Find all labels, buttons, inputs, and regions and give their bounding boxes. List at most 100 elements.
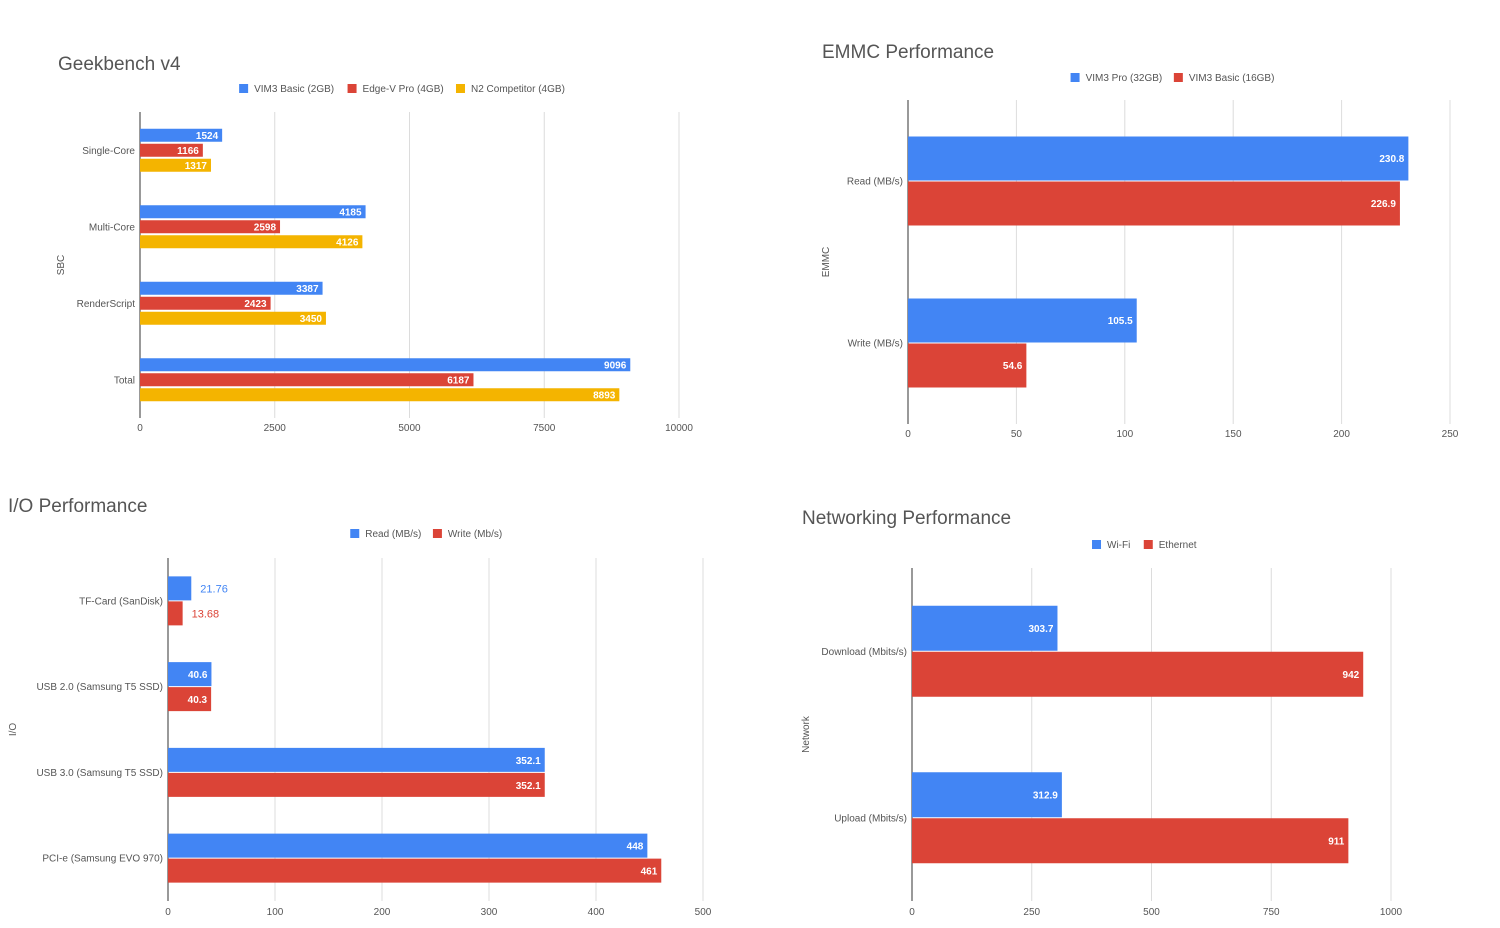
x-tick-label: 750 xyxy=(1263,907,1280,918)
data-label: 40.6 xyxy=(188,670,208,681)
category-label: USB 3.0 (Samsung T5 SSD) xyxy=(36,768,163,779)
data-label: 3450 xyxy=(300,314,323,325)
bar xyxy=(140,128,223,142)
x-tick-label: 2500 xyxy=(264,423,287,434)
data-label: 352.1 xyxy=(516,781,541,792)
bar xyxy=(140,143,203,157)
x-tick-label: 250 xyxy=(1023,907,1040,918)
legend-label-1: VIM3 Basic (16GB) xyxy=(1189,73,1275,84)
bar xyxy=(908,298,1137,343)
x-tick-label: 200 xyxy=(1333,429,1350,440)
category-label: PCI-e (Samsung EVO 970) xyxy=(42,854,163,865)
x-tick-label: 0 xyxy=(905,429,911,440)
bar xyxy=(912,818,1349,864)
category-label: Download (Mbits/s) xyxy=(821,647,907,658)
x-tick-label: 100 xyxy=(1116,429,1133,440)
x-tick-label: 10000 xyxy=(665,423,693,434)
x-tick-label: 300 xyxy=(481,907,498,918)
data-label: 911 xyxy=(1328,836,1345,847)
legend-swatch-2 xyxy=(455,84,465,93)
legend-label-1: Ethernet xyxy=(1159,540,1197,551)
legend-swatch-1 xyxy=(1173,73,1183,82)
x-tick-label: 250 xyxy=(1442,429,1459,440)
legend-label-0: VIM3 Basic (2GB) xyxy=(254,84,334,95)
bar xyxy=(140,388,620,402)
chart-title: Geekbench v4 xyxy=(58,54,181,75)
bar xyxy=(140,235,363,249)
bar xyxy=(908,343,1027,388)
data-label: 4126 xyxy=(336,237,359,248)
bar xyxy=(140,220,281,234)
legend-swatch-0 xyxy=(1092,540,1102,549)
bar xyxy=(168,687,212,712)
legend-label-1: Write (Mb/s) xyxy=(448,529,502,540)
data-label: 312.9 xyxy=(1033,790,1058,801)
bar xyxy=(908,181,1400,226)
data-label: 230.8 xyxy=(1379,154,1404,165)
category-label: TF-Card (SanDisk) xyxy=(79,596,163,607)
bar xyxy=(140,373,474,387)
legend-swatch-0 xyxy=(1070,73,1080,82)
data-label: 6187 xyxy=(447,375,470,386)
bar xyxy=(140,205,366,219)
x-tick-label: 0 xyxy=(137,423,143,434)
bar xyxy=(168,747,545,772)
data-label: 105.5 xyxy=(1108,316,1133,327)
legend-swatch-1 xyxy=(347,84,357,93)
io-chart: I/O Performance Read (MB/s) Write (Mb/s) 0 1… xyxy=(8,496,712,918)
data-label: 226.9 xyxy=(1371,199,1396,210)
geekbench-chart: Geekbench v4 VIM3 Basic (2GB) Edge-V Pro (… xyxy=(56,54,693,434)
y-axis-title: EMMC xyxy=(821,247,832,278)
x-tick-label: 50 xyxy=(1011,429,1023,440)
x-tick-label: 0 xyxy=(165,907,171,918)
x-tick-label: 150 xyxy=(1225,429,1242,440)
x-tick-label: 7500 xyxy=(533,423,556,434)
x-tick-label: 500 xyxy=(1143,907,1160,918)
network-chart: Networking Performance Wi-Fi Ethernet 0 250 5… xyxy=(801,508,1403,918)
category-label: USB 2.0 (Samsung T5 SSD) xyxy=(36,682,163,693)
bar xyxy=(912,772,1062,818)
data-label: 2598 xyxy=(254,222,277,233)
category-label: Write (MB/s) xyxy=(848,339,903,350)
data-label: 303.7 xyxy=(1028,624,1053,635)
bar xyxy=(140,311,326,325)
bar xyxy=(140,281,323,295)
data-label: 3387 xyxy=(296,284,319,295)
category-label: Read (MB/s) xyxy=(847,177,903,188)
legend-label-0: Wi-Fi xyxy=(1107,540,1130,551)
data-label: 1166 xyxy=(177,146,199,157)
category-label: Single-Core xyxy=(82,146,135,157)
x-tick-label: 5000 xyxy=(398,423,421,434)
bar xyxy=(140,296,271,310)
x-tick-label: 200 xyxy=(374,907,391,918)
y-axis-title: SBC xyxy=(56,255,67,276)
category-label: Upload (Mbits/s) xyxy=(834,813,907,824)
x-tick-label: 500 xyxy=(695,907,712,918)
data-label: 1317 xyxy=(185,161,208,172)
legend-label-0: VIM3 Pro (32GB) xyxy=(1086,73,1163,84)
data-label: 9096 xyxy=(604,360,627,371)
emmc-chart: EMMC Performance VIM3 Pro (32GB) VIM3 Basi… xyxy=(821,42,1459,440)
category-label: RenderScript xyxy=(77,299,136,310)
bar xyxy=(168,833,648,858)
bar xyxy=(168,858,662,883)
bar xyxy=(168,576,192,601)
legend-swatch-0 xyxy=(239,84,249,93)
data-label: 54.6 xyxy=(1003,361,1023,372)
legend-swatch-0 xyxy=(350,529,360,538)
legend-label-1: Edge-V Pro (4GB) xyxy=(363,84,444,95)
legend-swatch-1 xyxy=(1143,540,1153,549)
bar xyxy=(140,358,631,372)
bar xyxy=(168,662,212,687)
data-label: 352.1 xyxy=(516,756,541,767)
chart-title: EMMC Performance xyxy=(822,42,994,63)
legend-label-2: N2 Competitor (4GB) xyxy=(471,84,565,95)
bar xyxy=(168,772,545,797)
data-label: 461 xyxy=(641,867,658,878)
bar xyxy=(168,601,183,626)
x-tick-label: 1000 xyxy=(1380,907,1403,918)
bar xyxy=(912,651,1364,697)
data-label: 21.76 xyxy=(200,583,228,595)
y-axis-title: Network xyxy=(801,715,812,753)
data-label: 1524 xyxy=(196,131,219,142)
